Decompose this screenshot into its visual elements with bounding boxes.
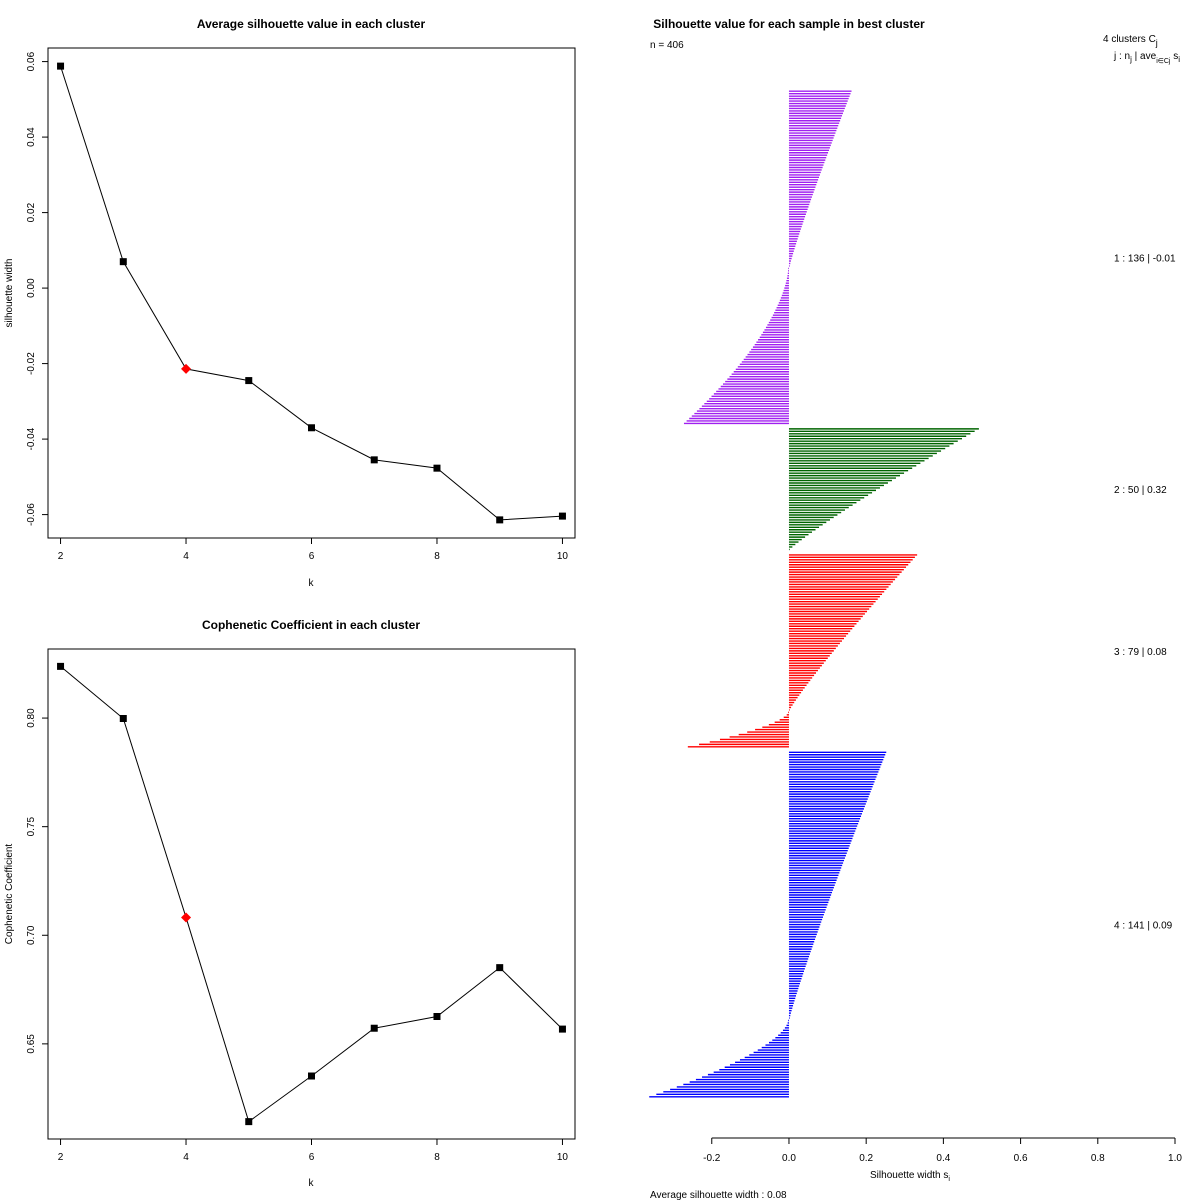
data-point <box>119 715 127 723</box>
y-axis-label: silhouette width <box>4 259 15 328</box>
data-point <box>57 62 65 70</box>
data-point <box>433 464 441 472</box>
x-tick-label: 4 <box>183 1152 189 1163</box>
x-tick-label: 6 <box>309 1152 315 1163</box>
data-point <box>370 456 378 464</box>
silhouette-line-chart: Average silhouette value in each cluster… <box>4 17 576 589</box>
y-tick-label: 0.80 <box>26 708 37 728</box>
series-line <box>60 65 563 521</box>
chart-title: Average silhouette value in each cluster <box>197 17 426 31</box>
legend-subheader: j : nj | avei∈Cj si <box>1113 51 1180 65</box>
x-axis-label: k <box>309 578 315 589</box>
data-point <box>496 516 504 524</box>
x-tick-label: 10 <box>557 1152 569 1163</box>
x-axis-label: k <box>309 1178 315 1189</box>
cluster-label: 4 : 141 | 0.09 <box>1114 921 1173 932</box>
plot-frame <box>47 47 576 539</box>
series-line <box>60 665 563 1123</box>
data-point <box>308 1072 315 1080</box>
y-tick-label: 0.02 <box>26 202 37 222</box>
cluster-labels: 1 : 136 | -0.01 2 : 50 | 0.32 3 : 79 | 0.0… <box>1114 253 1176 931</box>
data-point <box>433 1013 441 1020</box>
data-point <box>245 1118 253 1126</box>
x-tick-label: 10 <box>557 551 569 562</box>
x-tick-label: 6 <box>309 551 315 562</box>
x-tick-label: 8 <box>434 551 440 562</box>
y-tick-label: 0.06 <box>26 51 37 71</box>
silhouette-bar-plot: Silhouette value for each sample in best… <box>649 17 1182 1200</box>
x-tick-label: 2 <box>58 1152 64 1163</box>
data-point <box>57 662 65 670</box>
y-tick-label: 0.00 <box>26 278 37 298</box>
average-silhouette-label: Average silhouette width : 0.08 <box>650 1190 787 1200</box>
data-point <box>308 424 315 432</box>
y-tick-label: 0.75 <box>26 817 37 837</box>
x-tick-label: 0.0 <box>782 1153 796 1164</box>
y-tick-label: -0.04 <box>26 427 37 450</box>
y-tick-label: -0.06 <box>26 503 37 526</box>
sample-count-label: n = 406 <box>650 40 684 51</box>
y-tick-label: 0.04 <box>26 127 37 147</box>
legend-header: 4 clusters Cj <box>1103 34 1158 48</box>
x-axis-label: Silhouette width si <box>870 1170 950 1183</box>
data-point <box>370 1024 378 1032</box>
data-point <box>496 964 504 972</box>
data-point <box>558 1025 566 1033</box>
data-point <box>558 512 566 520</box>
x-tick-label: 0.8 <box>1091 1153 1105 1164</box>
data-marks <box>57 662 566 1126</box>
x-tick-label: 2 <box>58 551 64 562</box>
cluster-label: 3 : 79 | 0.08 <box>1114 647 1167 658</box>
cluster-label: 2 : 50 | 0.32 <box>1114 485 1167 496</box>
y-axis-label: Cophenetic Coefficient <box>4 844 15 945</box>
y-tick-label: 0.65 <box>26 1034 37 1054</box>
highlight-point <box>181 363 192 374</box>
silhouette-bars <box>649 90 979 1098</box>
highlight-point <box>181 912 192 923</box>
x-tick-label: -0.2 <box>703 1153 721 1164</box>
chart-title: Silhouette value for each sample in best… <box>653 17 925 31</box>
y-tick-label: 0.70 <box>26 925 37 945</box>
cluster-label: 1 : 136 | -0.01 <box>1114 253 1176 264</box>
data-marks <box>57 62 566 524</box>
axes: -0.2 0.0 0.2 0.4 0.6 0.8 1.0 <box>703 1137 1182 1164</box>
x-tick-label: 1.0 <box>1168 1153 1182 1164</box>
axes: 2 4 6 8 10 0.80 0.75 0.70 0.65 <box>26 708 568 1163</box>
plot-frame <box>47 648 576 1140</box>
x-tick-label: 0.4 <box>936 1153 950 1164</box>
x-tick-label: 4 <box>183 551 189 562</box>
axes: 2 4 6 8 10 0.06 0.04 0.02 0.00 -0.02 -0.04 -0.06 <box>26 51 568 562</box>
data-point <box>245 377 253 385</box>
y-tick-label: -0.02 <box>26 352 37 375</box>
chart-title: Cophenetic Coefficient in each cluster <box>202 618 420 632</box>
cophenetic-line-chart: Cophenetic Coefficient in each cluster k… <box>4 618 576 1189</box>
x-tick-label: 8 <box>434 1152 440 1163</box>
x-tick-label: 0.6 <box>1014 1153 1028 1164</box>
data-point <box>119 258 127 266</box>
x-tick-label: 0.2 <box>859 1153 873 1164</box>
